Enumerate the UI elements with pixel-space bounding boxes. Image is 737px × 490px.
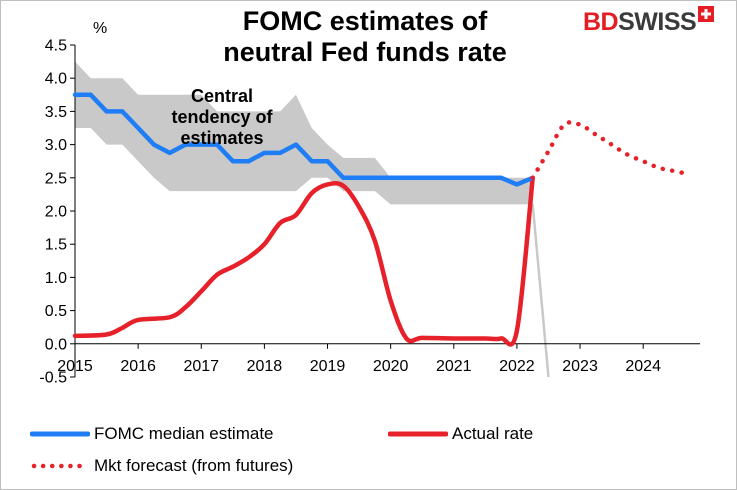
legend-label-median: FOMC median estimate	[94, 424, 274, 443]
x-tick-label: 2015	[57, 358, 93, 375]
x-tick-label: 2018	[247, 358, 283, 375]
market-forecast-line	[530, 120, 693, 181]
x-tick-label: 2017	[183, 358, 219, 375]
band-annotation: Central tendency of estimates	[171, 86, 273, 148]
x-tick-label: 2020	[373, 358, 409, 375]
legend-swatch-actual	[388, 431, 448, 437]
title-line-1: FOMC estimates of	[242, 6, 488, 36]
actual-rate-line	[72, 175, 535, 347]
legend-item-actual: Actual rate	[388, 424, 533, 444]
series-layer	[72, 92, 693, 347]
y-tick-label: 2.0	[45, 204, 67, 221]
legend-item-forecast: Mkt forecast (from futures)	[30, 456, 293, 476]
band-collapse-line	[531, 204, 550, 378]
y-tick-label: 3.5	[45, 104, 67, 121]
y-tick-label: 4.0	[45, 71, 67, 88]
y-tick-label: 3.0	[45, 137, 67, 154]
legend-label-forecast: Mkt forecast (from futures)	[94, 456, 294, 475]
bdswiss-logo: BDSWISS	[583, 6, 715, 36]
legend-item-median: FOMC median estimate	[30, 424, 274, 444]
logo-bd: BD	[583, 8, 619, 36]
x-tick-label: 2016	[120, 358, 156, 375]
axes	[70, 44, 700, 378]
x-tick-label: 2021	[436, 358, 472, 375]
legend-swatch-forecast	[31, 463, 90, 469]
y-axis-label: %	[93, 20, 107, 37]
fomc-median-line	[72, 92, 535, 187]
y-tick-label: -0.5	[39, 370, 67, 387]
y-tick-label: 4.5	[45, 38, 67, 55]
tick-labels: -0.5 0.0 0.5 1.0 1.5 2.0 2.5 3.0 3.5 4.0 4.5 2015 20…	[39, 20, 661, 387]
title-line-2: neutral Fed funds rate	[223, 37, 507, 67]
y-tick-label: 1.5	[45, 237, 67, 254]
x-tick-label: 2023	[562, 358, 598, 375]
legend-swatch-median	[30, 431, 90, 437]
band-layer	[75, 61, 550, 378]
logo-text: BDSWISS	[583, 8, 697, 36]
x-tick-label: 2022	[499, 358, 535, 375]
chart-title: FOMC estimates of neutral Fed funds rate	[120, 6, 610, 68]
y-tick-label: 0.0	[45, 336, 67, 353]
logo-swiss: SWISS	[618, 8, 697, 36]
y-tick-label: 2.5	[45, 170, 67, 187]
swiss-cross-icon	[698, 6, 715, 22]
y-tick-label: 1.0	[45, 270, 67, 287]
central-tendency-band	[75, 61, 533, 205]
x-tick-label: 2019	[310, 358, 346, 375]
y-tick-label: 0.5	[45, 303, 67, 320]
legend-label-actual: Actual rate	[452, 424, 534, 443]
x-tick-label: 2024	[625, 358, 661, 375]
